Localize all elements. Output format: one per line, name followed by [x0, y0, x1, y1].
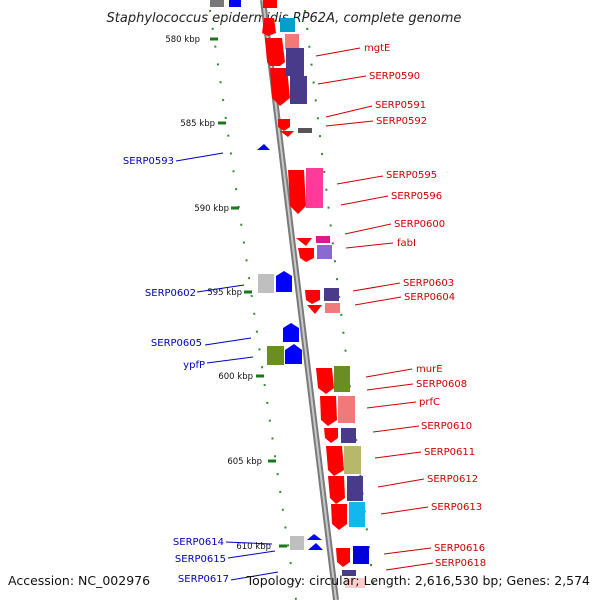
gene-feature[interactable] [307, 534, 322, 540]
gene-feature[interactable] [286, 48, 304, 76]
gene-feature[interactable] [308, 543, 323, 550]
gene-label-serp0603[interactable]: SERP0603 [403, 278, 454, 289]
tick-label: 600 kbp [218, 372, 253, 382]
gene-label-serp0590[interactable]: SERP0590 [369, 71, 420, 82]
gene-feature[interactable] [276, 271, 292, 292]
forward-labels: mgtE SERP0590 SERP0591 SERP0592 SERP0595… [364, 43, 486, 569]
gene-feature[interactable] [345, 578, 365, 588]
tick-label: 610 kbp [236, 542, 271, 552]
gene-label-serp0595[interactable]: SERP0595 [386, 170, 437, 181]
gene-feature[interactable] [298, 128, 312, 133]
tick-label: 580 kbp [165, 35, 200, 45]
gene-label-serp0605[interactable]: SERP0605 [151, 338, 202, 349]
reverse-genes [210, 0, 323, 550]
gene-feature[interactable] [316, 368, 334, 394]
gene-feature[interactable] [324, 288, 339, 301]
gene-feature[interactable] [349, 502, 365, 527]
gene-feature[interactable] [258, 274, 274, 293]
gene-feature[interactable] [290, 536, 304, 550]
gene-label-serp0612[interactable]: SERP0612 [427, 474, 478, 485]
topology-summary: Topology: circular; Length: 2,616,530 bp… [246, 573, 590, 588]
accession-label: Accession: NC_002976 [8, 573, 150, 588]
tick-marks [210, 37, 287, 548]
tick-label: 585 kbp [180, 119, 215, 129]
gene-feature[interactable] [328, 476, 345, 504]
gene-feature[interactable] [270, 68, 290, 106]
gene-feature[interactable] [262, 18, 276, 36]
gene-feature[interactable] [263, 0, 277, 8]
tick-label: 595 kbp [207, 288, 242, 298]
gene-feature[interactable] [344, 446, 361, 474]
gene-label-serp0613[interactable]: SERP0613 [431, 502, 482, 513]
gene-feature[interactable] [317, 245, 332, 259]
gene-feature[interactable] [325, 303, 340, 313]
gene-feature[interactable] [298, 248, 314, 262]
gene-label-mgte[interactable]: mgtE [364, 43, 390, 54]
gene-feature[interactable] [320, 396, 337, 426]
gene-feature[interactable] [285, 34, 299, 49]
gene-feature[interactable] [288, 170, 306, 214]
gene-label-serp0611[interactable]: SERP0611 [424, 447, 475, 458]
tick-labels: 580 kbp 585 kbp 590 kbp 595 kbp 600 kbp … [165, 35, 271, 552]
gene-feature[interactable] [306, 168, 323, 208]
gene-feature[interactable] [280, 18, 295, 32]
gene-feature[interactable] [307, 305, 322, 314]
gene-feature[interactable] [278, 119, 290, 131]
gene-label-serp0600[interactable]: SERP0600 [394, 219, 445, 230]
gene-label-ypfp[interactable]: ypfP [183, 360, 205, 371]
gene-label-serp0602[interactable]: SERP0602 [145, 288, 196, 299]
gene-label-serp0591[interactable]: SERP0591 [375, 100, 426, 111]
forward-genes [262, 0, 369, 588]
gene-feature[interactable] [283, 323, 299, 342]
gene-feature[interactable] [285, 344, 302, 364]
gene-label-serp0618[interactable]: SERP0618 [435, 558, 486, 569]
gene-feature[interactable] [257, 144, 270, 150]
gene-label-serp0596[interactable]: SERP0596 [391, 191, 442, 202]
gene-label-serp0608[interactable]: SERP0608 [416, 379, 467, 390]
gene-feature[interactable] [336, 548, 350, 567]
gene-label-mure[interactable]: murE [416, 364, 443, 375]
gene-label-serp0604[interactable]: SERP0604 [404, 292, 455, 303]
gene-feature[interactable] [305, 290, 320, 304]
gene-feature[interactable] [334, 366, 350, 392]
gene-feature[interactable] [210, 0, 224, 7]
gene-label-prfc[interactable]: prfC [419, 397, 440, 408]
gene-feature[interactable] [267, 346, 284, 365]
tick-label: 605 kbp [227, 457, 262, 467]
gene-feature[interactable] [265, 38, 285, 66]
gene-feature[interactable] [338, 396, 355, 423]
gene-feature[interactable] [341, 428, 356, 443]
gene-label-serp0593[interactable]: SERP0593 [123, 156, 174, 167]
gene-feature[interactable] [316, 236, 330, 243]
reverse-callouts [175, 152, 279, 581]
gene-feature[interactable] [353, 546, 369, 564]
gene-feature[interactable] [229, 0, 241, 7]
gene-feature[interactable] [296, 238, 312, 246]
reverse-labels: SERP0593 SERP0602 SERP0605 ypfP SERP0614… [123, 156, 229, 585]
gene-feature[interactable] [331, 504, 347, 530]
gene-label-serp0610[interactable]: SERP0610 [421, 421, 472, 432]
gene-feature[interactable] [290, 76, 307, 104]
gene-label-serp0614[interactable]: SERP0614 [173, 537, 224, 548]
gene-label-serp0615[interactable]: SERP0615 [175, 554, 226, 565]
gene-label-serp0592[interactable]: SERP0592 [376, 116, 427, 127]
gene-feature[interactable] [342, 570, 356, 576]
tick-label: 590 kbp [194, 204, 229, 214]
gene-feature[interactable] [347, 476, 363, 501]
gene-label-fabi[interactable]: fabI [397, 238, 416, 249]
gene-label-serp0616[interactable]: SERP0616 [434, 543, 485, 554]
gene-feature[interactable] [326, 446, 344, 476]
gene-label-serp0617[interactable]: SERP0617 [178, 574, 229, 585]
forward-callouts [315, 47, 434, 571]
gene-feature[interactable] [280, 131, 294, 137]
gene-feature[interactable] [324, 428, 338, 443]
